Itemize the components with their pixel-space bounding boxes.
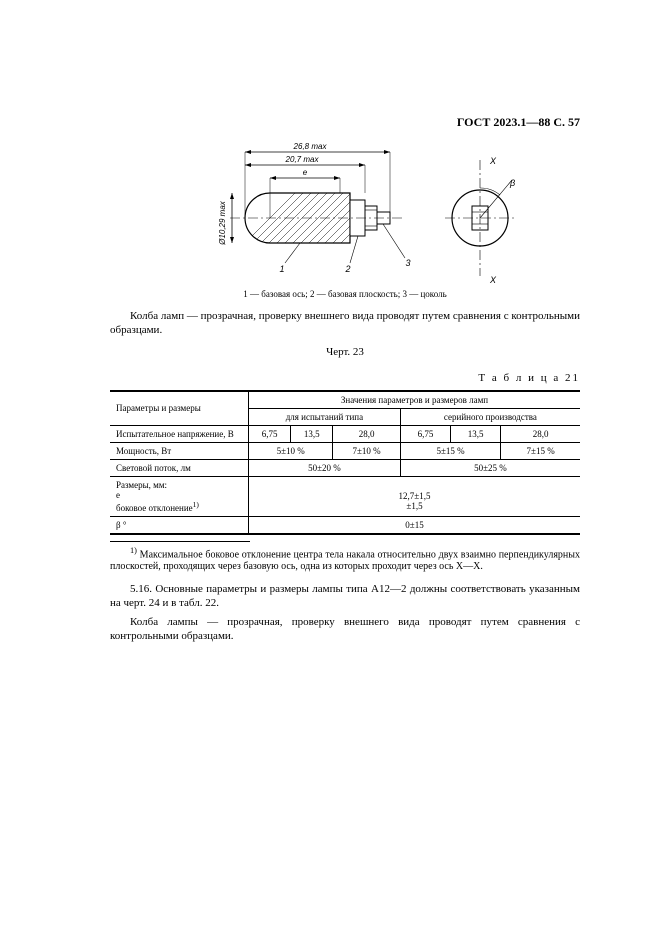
svg-text:X: X [489,275,497,283]
row-sizes: Размеры, мм: e боковое отклонение1) [110,476,249,516]
svg-text:X: X [489,156,497,166]
parameters-table: Параметры и размеры Значения параметров … [110,390,580,535]
svg-text:e: e [303,168,308,177]
footnote-rule [110,541,250,542]
svg-text:3: 3 [405,258,410,268]
col-params: Параметры и размеры [110,391,249,426]
figure-number: Черт. 23 [110,346,580,358]
technical-drawing: 26,8 max 20,7 max e [110,138,580,283]
footnote-1: 1) Максимальное боковое отклонение центр… [110,546,580,574]
col-serial: серийного производства [400,408,580,425]
svg-text:2: 2 [344,264,350,274]
page-header: ГОСТ 2023.1—88 С. 57 [110,115,580,130]
row-flux: Световой поток, лм [110,459,249,476]
figure-legend: 1 — базовая ось; 2 — базовая плоскость; … [110,289,580,299]
svg-text:26,8 max: 26,8 max [293,142,328,151]
paragraph-516: 5.16. Основные параметры и размеры лампы… [110,582,580,611]
svg-text:20,7 max: 20,7 max [285,155,320,164]
svg-text:Ø10,29 max: Ø10,29 max [218,200,227,246]
col-type-tests: для испытаний типа [249,408,401,425]
paragraph-1: Колба ламп — прозрачная, проверку внешне… [110,309,580,338]
col-values: Значения параметров и размеров ламп [249,391,581,409]
row-power: Мощность, Вт [110,442,249,459]
svg-text:1: 1 [279,264,284,274]
table-number: Т а б л и ц а 21 [110,372,580,384]
row-voltage: Испытательное напря­жение, В [110,425,249,442]
paragraph-3: Колба лампы — прозрачная, проверку внешн… [110,615,580,644]
row-beta: β ° [110,516,249,534]
svg-text:β: β [509,178,515,188]
